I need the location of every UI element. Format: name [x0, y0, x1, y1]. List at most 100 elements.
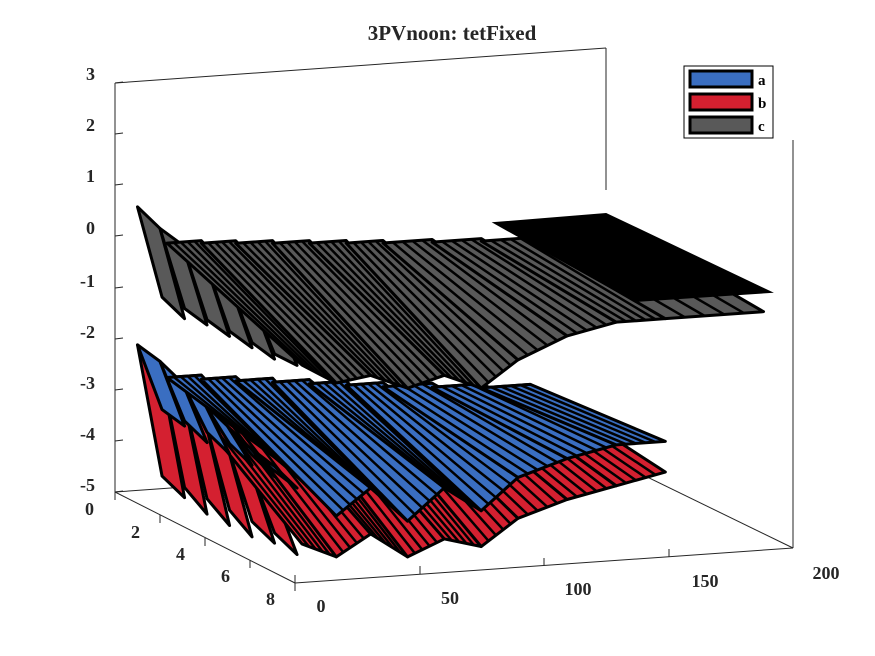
surface-gridline: [293, 379, 431, 503]
x-tick-label: 100: [565, 579, 592, 599]
z-tick-label: 0: [86, 218, 95, 238]
z-tick-mark: [114, 337, 124, 340]
surface-gridline: [360, 241, 497, 378]
surface-gridline: [470, 383, 607, 449]
legend-swatch-c: [688, 115, 754, 135]
z-tick-label: -3: [80, 373, 95, 393]
surface-gridline: [172, 241, 310, 370]
surface-gridline: [301, 379, 438, 496]
surface-gridline: [278, 241, 416, 387]
surface-gridline: [337, 240, 475, 387]
legend-label-b: b: [758, 96, 766, 112]
y-tick-label: 4: [176, 544, 185, 564]
surface-gridline: [323, 241, 460, 382]
z-tick-mark: [114, 490, 124, 493]
z-tick-mark: [114, 183, 124, 186]
x-tick-label: 200: [813, 563, 840, 583]
surface-gridline: [510, 237, 647, 322]
z-tick-label: -2: [80, 322, 95, 342]
surface-panel: [479, 382, 667, 447]
surface-roof-plane: [491, 212, 774, 303]
z-axis-ticks: 3 2 1 0 -1 -2 -3 -4 -5: [80, 64, 124, 495]
surface-gridline: [392, 241, 529, 357]
surface-gridline: [374, 240, 512, 367]
surface-facet: [136, 205, 187, 321]
series-a-surface: [136, 343, 667, 523]
z-tick-label: 3: [86, 64, 95, 84]
surface-gridline: [214, 241, 351, 381]
surface-gridline: [315, 241, 453, 379]
surface-gridline: [421, 239, 559, 342]
chart-title: 3PVnoon: tetFixed: [368, 21, 537, 45]
axis-back-top-edge: [114, 47, 607, 84]
surface-gridline: [179, 241, 317, 374]
z-tick-mark: [114, 234, 124, 237]
z-tick-mark: [114, 388, 124, 391]
surface-gridline: [227, 240, 365, 378]
surface-gridline: [490, 386, 627, 446]
surface-gridline: [374, 382, 512, 486]
z-tick-mark: [114, 81, 124, 84]
surface-gridline: [500, 238, 637, 322]
x-tick-label: 150: [692, 571, 719, 591]
surface-facet: [158, 226, 209, 327]
surface-gridline: [352, 383, 490, 506]
surface-gridline: [293, 240, 431, 382]
surface-gridline: [367, 240, 505, 373]
z-tick-label: -5: [80, 475, 95, 495]
y-tick-label: 8: [266, 589, 275, 609]
z-tick-label: 2: [86, 115, 95, 135]
surface-gridline: [221, 376, 358, 501]
surface-gridline: [519, 383, 656, 444]
surface-gridline: [228, 376, 365, 495]
y-tick-label: 2: [131, 522, 140, 542]
surface-gridline: [186, 240, 324, 377]
surface-gridline: [367, 382, 505, 492]
surface-gridline: [323, 381, 460, 498]
surface-gridline: [510, 384, 647, 444]
surface-gridline: [214, 377, 351, 506]
legend-swatch-b: [688, 92, 754, 112]
surface-gridline: [330, 240, 468, 384]
surface-gridline: [451, 239, 588, 332]
surface-gridline: [500, 385, 637, 445]
surface-gridline: [401, 384, 539, 471]
surface-gridline: [301, 240, 438, 379]
surface-facet: [136, 343, 187, 428]
legend-swatch-a: [688, 69, 754, 89]
surface-gridline: [441, 385, 578, 457]
surface-gridline: [451, 384, 588, 455]
surface-gridline: [352, 241, 490, 384]
surface-gridline: [490, 239, 627, 323]
z-tick-mark: [114, 286, 124, 289]
surface-gridline: [256, 378, 394, 509]
surface-gridline: [401, 240, 539, 352]
z-tick-label: -1: [80, 271, 95, 291]
surface-gridline: [207, 377, 345, 512]
surface-gridline: [360, 383, 497, 499]
x-tick-label: 0: [317, 596, 326, 616]
legend-label-a: a: [758, 73, 766, 89]
surface-gridline: [337, 380, 475, 508]
surface-gridline: [460, 238, 598, 329]
surface-gridline: [519, 237, 657, 321]
z-tick-mark: [114, 439, 124, 442]
surface-facet: [248, 446, 299, 490]
surface-gridline: [441, 240, 578, 335]
surface-gridline: [207, 241, 345, 383]
z-tick-label: -4: [80, 424, 95, 444]
y-tick-label: 6: [221, 566, 230, 586]
z-tick-label: 1: [86, 166, 95, 186]
surface-gridline: [392, 384, 529, 475]
surface-gridline: [330, 381, 468, 503]
surface-gridline: [242, 241, 379, 379]
surface-gridline: [421, 382, 558, 464]
surface-gridline: [286, 380, 424, 509]
legend-label-c: c: [758, 119, 765, 135]
x-axis-ticks: 0 50 100 150 200: [294, 540, 840, 616]
surface-gridline: [411, 383, 549, 468]
legend: a b c: [683, 65, 774, 139]
surface-facet: [226, 424, 277, 479]
surface-gridline: [286, 241, 424, 384]
surface-gridline: [461, 384, 598, 452]
